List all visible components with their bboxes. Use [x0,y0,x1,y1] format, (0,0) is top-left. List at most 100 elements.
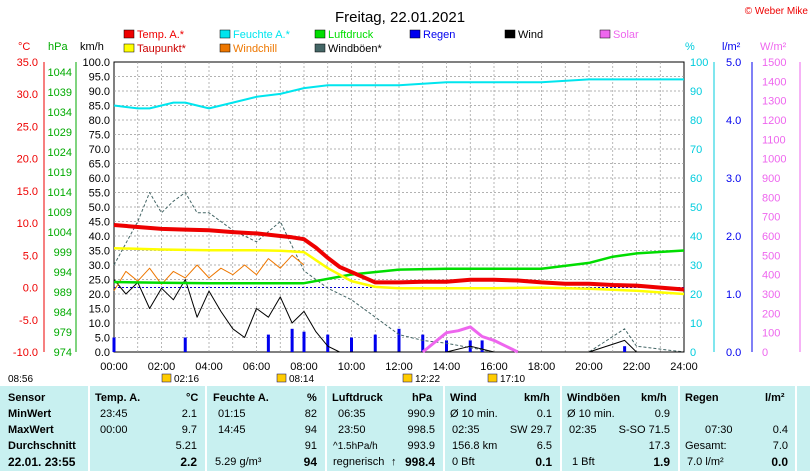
min-temp-value: 2.1 [181,408,197,420]
sun-icon [161,373,172,383]
kmh-tick-label: 55.0 [89,188,110,200]
solar-tick-label: 1000 [762,154,786,166]
header-temp: Temp. A. [95,392,141,404]
legend-swatch [314,43,326,53]
sun-mark-label: 02:16 [174,374,199,385]
axis-unit-labels: °C hPa km/h% l/m² W/m² [18,41,787,53]
row-avg-label: Durchschnitt [8,440,76,452]
avg-gust-value: 17.3 [648,440,670,452]
stats-table: Sensor Temp. A. °C Feuchte A. % Luftdruc… [0,386,810,471]
min-pressure-time: 06:35 [338,408,366,420]
legend-label: Taupunkt* [137,43,187,55]
temp-tick-label: 10.0 [17,218,38,230]
rain-tick-label: 1.0 [726,289,741,301]
x-tick-label: 16:00 [480,361,508,373]
max-wind-time: 02:35 [452,424,480,436]
x-tick-label: 02:00 [148,361,176,373]
current-hum-value: 94 [303,455,317,469]
x-tick-label: 00:00 [100,361,128,373]
header-regen-unit: l/m² [765,392,785,404]
solar-tick-label: 600 [762,231,780,243]
sun-mark-label: 08:56 [8,374,33,385]
series-line [113,246,685,296]
temp-tick-label: 0.0 [23,283,38,295]
max-hum-time: 14:45 [218,424,246,436]
hpa-tick-label: 1014 [48,187,72,199]
legend-swatch [599,29,611,39]
kmh-tick-label: 20.0 [89,289,110,301]
temp-tick-label: 25.0 [17,121,38,133]
avg-pressure-trend: ^1.5hPa/h [333,441,378,452]
series-line [113,192,685,353]
x-tick-label: 06:00 [243,361,271,373]
hpa-tick-label: 989 [54,287,72,299]
min-wind-label: Ø 10 min. [450,408,498,420]
kmh-tick-label: 35.0 [89,246,110,258]
solar-tick-label: 800 [762,192,780,204]
kmh-tick-label: 95.0 [89,72,110,84]
hpa-tick-label: 979 [54,327,72,339]
total-rain-label: Gesamt: [685,440,727,452]
rain-bar [397,328,401,352]
pct-tick-label: 0 [690,347,696,359]
series-line [113,279,684,353]
solar-tick-label: 900 [762,173,780,185]
avg-wind-distance: 156.8 km [452,440,498,452]
rain-bar [326,334,330,352]
temp-tick-label: -5.0 [19,315,38,327]
legend-swatch [219,43,231,53]
x-tick-label: 20:00 [575,361,603,373]
current-rain-total: 7.0 l/m² [687,456,724,468]
row-min-label: MinWert [8,408,52,420]
hpa-tick-label: 1029 [48,127,72,139]
min-temp-time: 23:45 [100,408,128,420]
kmh-tick-label: 10.0 [89,318,110,330]
min-gust-label: Ø 10 min. [567,408,615,420]
kmh-tick-label: 25.0 [89,275,110,287]
row-current-label: 22.01. 23:55 [8,455,76,469]
rain-bar [183,337,187,352]
hpa-tick-label: 999 [54,247,72,259]
temp-tick-label: 20.0 [17,154,38,166]
row-max-label: MaxWert [8,424,54,436]
kmh-tick-label: 90.0 [89,86,110,98]
min-wind-value: 0.1 [536,408,552,420]
rain-bar [302,331,306,352]
rain-bar [350,337,353,352]
solar-tick-label: 200 [762,308,780,320]
pct-tick-label: 10 [690,318,702,330]
series-line [113,254,305,292]
legend-label: Feuchte A.* [233,29,291,41]
series-line [421,325,519,354]
hpa-tick-label: 1024 [48,147,72,159]
hpa-tick-label: 984 [54,307,72,319]
header-feuchte-unit: % [307,392,317,404]
sun-icon [276,373,287,383]
kmh-tick-label: 40.0 [89,231,110,243]
sun-mark-label: 12:22 [415,374,440,385]
kmh-tick-label: 5.0 [95,333,110,345]
kmh-tick-label: 15.0 [89,304,110,316]
max-gust-time: 02:35 [569,424,597,436]
kmh-tick-label: 65.0 [89,159,110,171]
hpa-tick-label: 1009 [48,207,72,219]
temp-tick-label: 15.0 [17,186,38,198]
kmh-tick-label: 70.0 [89,144,110,156]
copyright-label: © Weber Mike [745,6,809,17]
legend-label: Temp. A.* [137,29,185,41]
current-abs-humidity: 5.29 g/m³ [215,456,262,468]
legend-label: Regen [423,29,455,41]
min-hum-time: 01:15 [218,408,246,420]
unit-solar: W/m² [760,41,787,53]
hpa-tick-label: 1004 [48,227,72,239]
solar-tick-label: 1200 [762,115,786,127]
header-wind: Wind [450,392,477,404]
header-feuchte: Feuchte A. [213,392,269,404]
unit-pct: % [685,41,695,53]
max-pressure-value: 998.5 [407,424,435,436]
series-line [113,223,685,292]
weather-chart: Freitag, 22.01.2021 © Weber Mike Temp. A… [8,6,809,385]
max-wind-value: SW 29.7 [509,424,552,436]
max-pressure-time: 23:50 [338,424,366,436]
x-tick-label: 10:00 [338,361,366,373]
